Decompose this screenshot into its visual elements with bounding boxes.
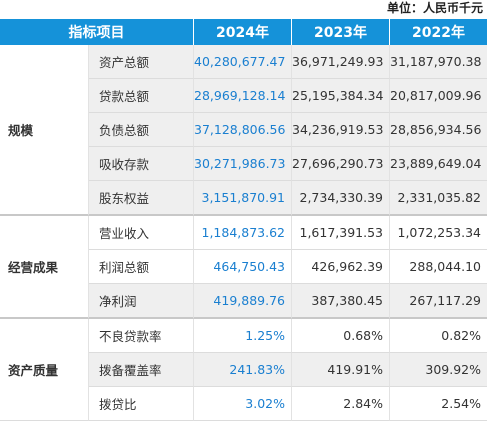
value-2022: 2,331,035.82 [390,181,487,216]
value-2024: 419,889.76 [194,284,292,319]
row-label: 拨贷比 [89,387,194,421]
table-row: 资产质量 不良贷款率 1.25% 0.68% 0.82% [0,319,487,421]
value-2022: 2.54% [390,387,487,421]
header-indicator: 指标项目 [0,19,194,45]
header-year-2022: 2022年 [390,19,487,45]
value-2022: 288,044.10 [390,250,487,284]
value-2023: 2.84% [292,387,390,421]
value-2022: 23,889,649.04 [390,147,487,181]
value-2024: 464,750.43 [194,250,292,284]
row-label: 净利润 [89,284,194,319]
value-2023: 1,617,391.53 [292,216,390,250]
value-2022: 0.82% [390,319,487,353]
row-label: 贷款总额 [89,79,194,113]
value-2023: 387,380.45 [292,284,390,319]
row-label: 负债总额 [89,113,194,147]
value-2022: 309.92% [390,353,487,387]
table-row: 经营成果 营业收入 1,184,873.62 1,617,391.53 1,07… [0,216,487,319]
value-2023: 36,971,249.93 [292,45,390,79]
value-2024: 1.25% [194,319,292,353]
unit-label: 单位：人民币千元 [386,1,483,15]
value-2023: 426,962.39 [292,250,390,284]
value-2024: 30,271,986.73 [194,147,292,181]
value-2022: 20,817,009.96 [390,79,487,113]
row-label: 营业收入 [89,216,194,250]
row-label: 吸收存款 [89,147,194,181]
table-row: 净利润 419,889.76 387,380.45 267,117.29 [0,284,487,319]
value-2023: 34,236,919.53 [292,113,390,147]
category-operating-results: 经营成果 [0,216,89,319]
value-2022: 31,187,970.38 [390,45,487,79]
value-2024: 3.02% [194,387,292,421]
row-label: 不良贷款率 [89,319,194,353]
value-2024: 1,184,873.62 [194,216,292,250]
header-year-2023: 2023年 [292,19,390,45]
category-scale: 规模 [0,45,89,216]
value-2023: 2,734,330.39 [292,181,390,216]
table-row: 股东权益 3,151,870.91 2,734,330.39 2,331,035… [0,181,487,216]
value-2022: 28,856,934.56 [390,113,487,147]
category-asset-quality: 资产质量 [0,319,89,421]
table-row: 拨贷比 3.02% 2.84% 2.54% [0,387,487,421]
value-2022: 267,117.29 [390,284,487,319]
financial-summary-table: 指标项目 2024年 2023年 2022年 规模 资产总额 40,280,67… [0,19,487,421]
table-row: 利润总额 464,750.43 426,962.39 288,044.10 [0,250,487,284]
value-2024: 28,969,128.14 [194,79,292,113]
value-2024: 37,128,806.56 [194,113,292,147]
value-2023: 0.68% [292,319,390,353]
row-label: 拨备覆盖率 [89,353,194,387]
table-row: 拨备覆盖率 241.83% 419.91% 309.92% [0,353,487,387]
header-row: 指标项目 2024年 2023年 2022年 [0,19,487,45]
value-2023: 25,195,384.34 [292,79,390,113]
table-row: 吸收存款 30,271,986.73 27,696,290.73 23,889,… [0,147,487,181]
header-year-2024: 2024年 [194,19,292,45]
value-2023: 419.91% [292,353,390,387]
table-row: 负债总额 37,128,806.56 34,236,919.53 28,856,… [0,113,487,147]
value-2023: 27,696,290.73 [292,147,390,181]
table-row: 贷款总额 28,969,128.14 25,195,384.34 20,817,… [0,79,487,113]
value-2024: 3,151,870.91 [194,181,292,216]
row-label: 股东权益 [89,181,194,216]
value-2024: 241.83% [194,353,292,387]
row-label: 资产总额 [89,45,194,79]
table-row: 规模 资产总额 40,280,677.47 36,971,249.93 31,1… [0,45,487,216]
value-2022: 1,072,253.34 [390,216,487,250]
value-2024: 40,280,677.47 [194,45,292,79]
row-label: 利润总额 [89,250,194,284]
